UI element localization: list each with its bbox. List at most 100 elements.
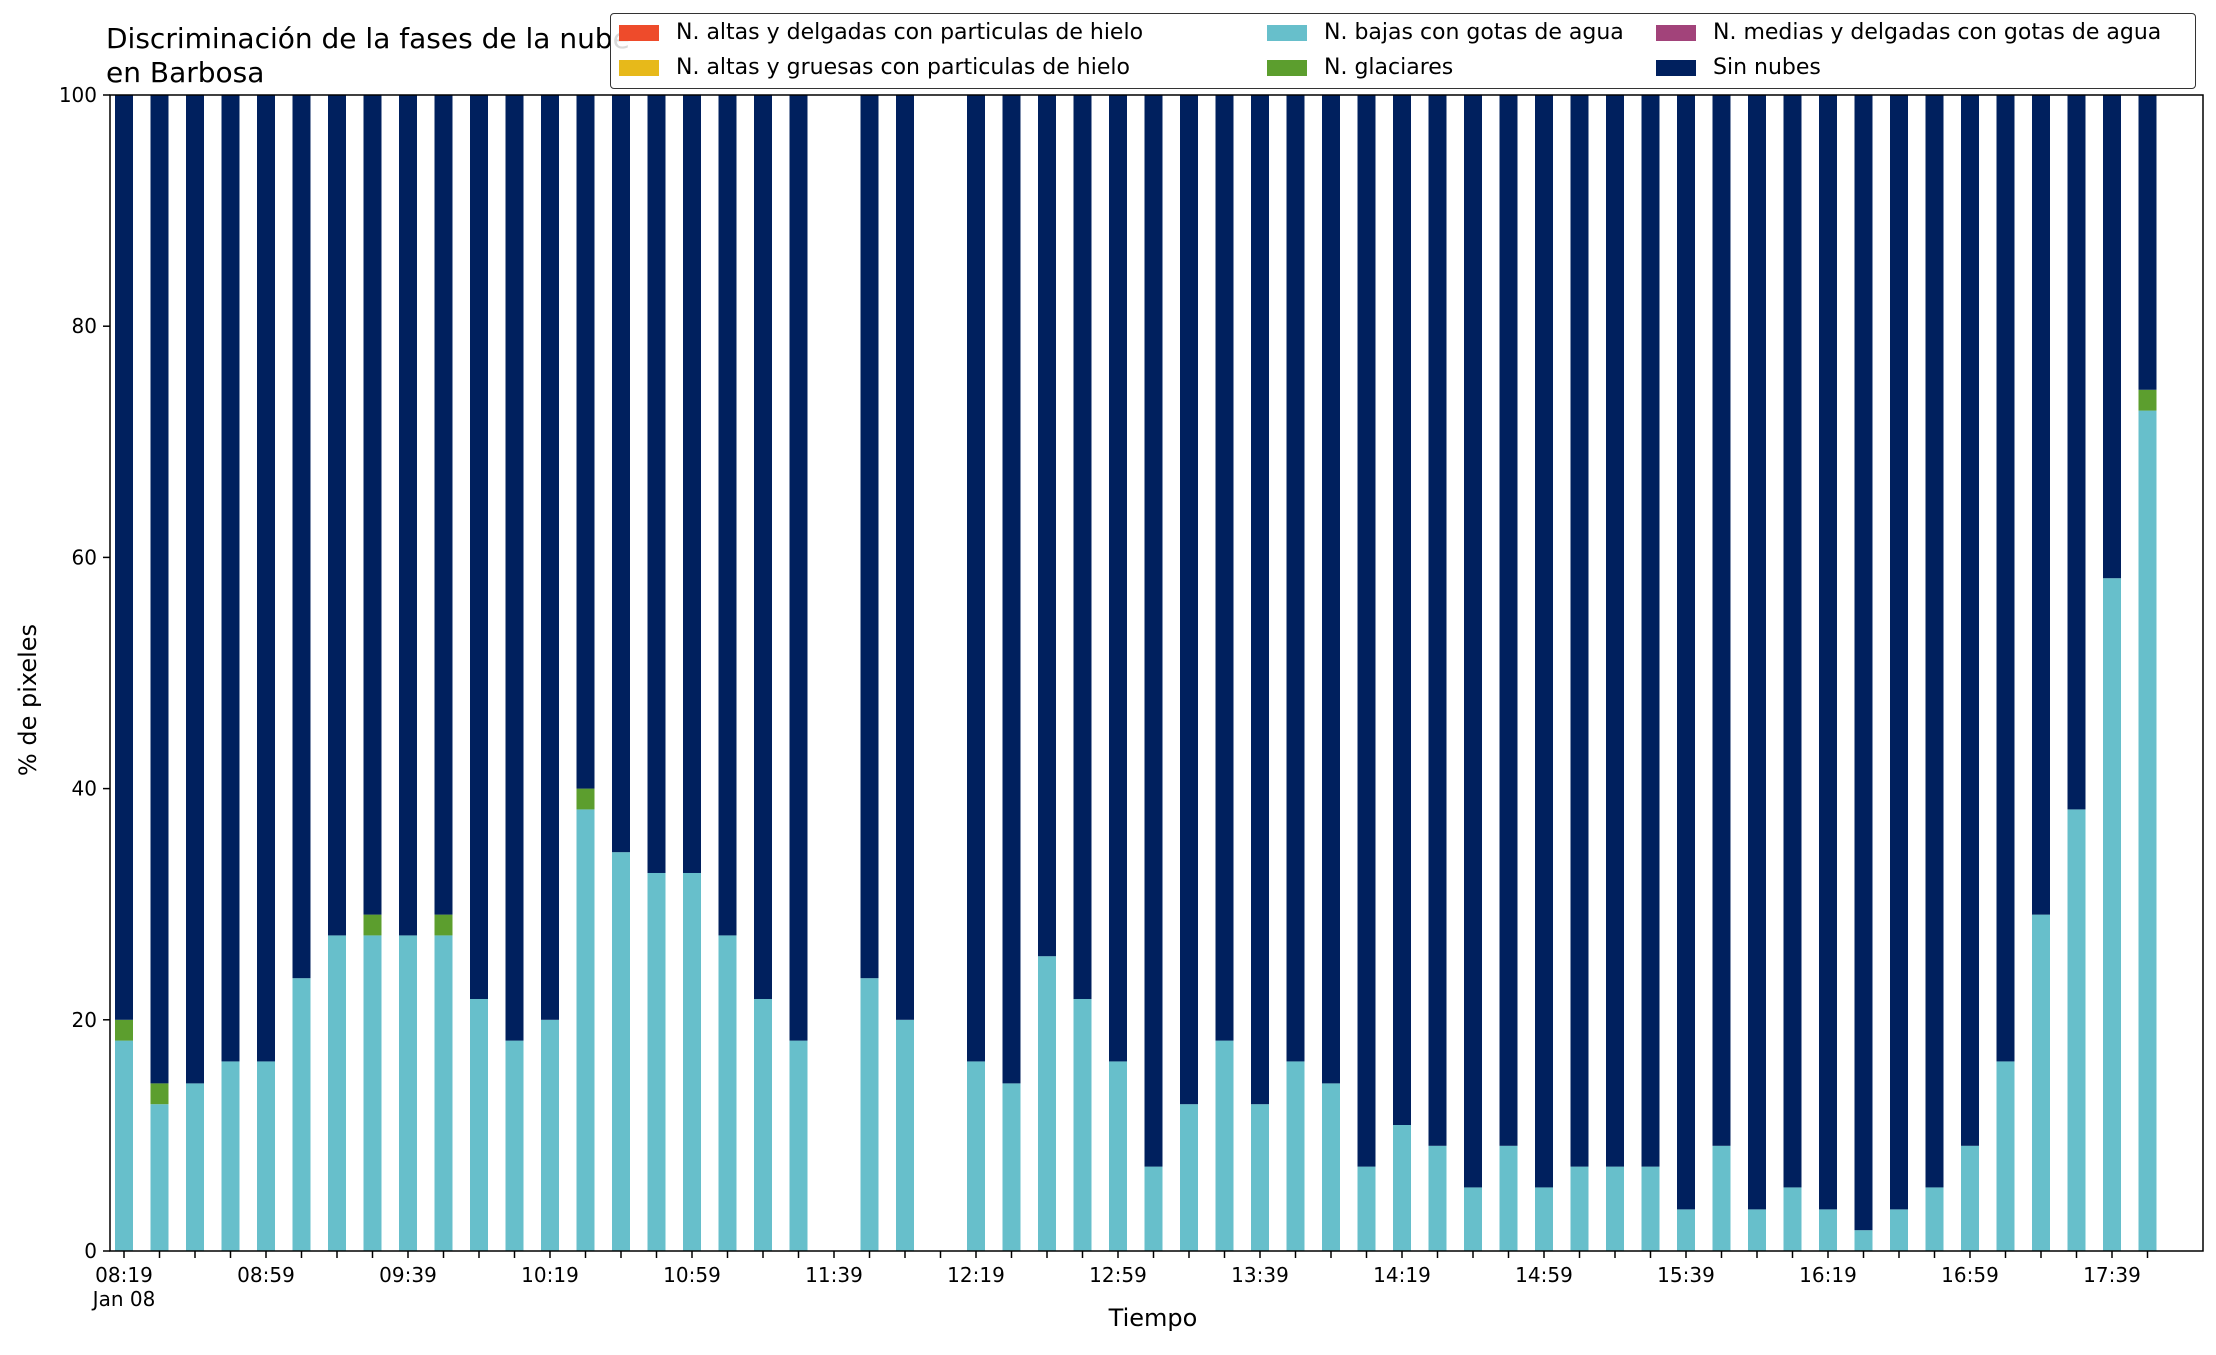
bar-segment-series-5 — [1712, 95, 1731, 1146]
legend-item-altas-delgadas: N. altas y delgadas con particulas de hi… — [619, 20, 1143, 45]
bar-segment-series-5 — [683, 95, 701, 873]
bar-segment-series-2 — [967, 1061, 985, 1251]
bar-segment-series-5 — [1677, 95, 1695, 1210]
x-tick-label: 08:59 — [237, 1263, 295, 1287]
bar-segment-series-5 — [505, 95, 524, 1041]
bar-segment-series-3 — [2138, 389, 2157, 411]
bar-segment-series-5 — [1606, 95, 1624, 1167]
bar-segment-series-5 — [328, 95, 346, 936]
x-tick-label: 08:19 — [95, 1263, 153, 1287]
legend-swatch — [1267, 24, 1307, 41]
bar-segment-series-2 — [1641, 1166, 1660, 1251]
bar-segment-series-2 — [1499, 1145, 1518, 1251]
x-tick-label: 10:59 — [663, 1263, 721, 1287]
bar-segment-series-2 — [1002, 1083, 1021, 1251]
bar-segment-series-5 — [967, 95, 985, 1062]
bar-segment-series-5 — [1073, 95, 1092, 999]
bar-segment-series-2 — [1144, 1166, 1163, 1251]
bar-segment-series-5 — [2138, 95, 2157, 390]
bar-segment-series-2 — [860, 978, 879, 1251]
bar-segment-series-5 — [1144, 95, 1163, 1167]
bar-segment-series-2 — [1286, 1061, 1305, 1251]
bar-segment-series-5 — [1854, 95, 1873, 1231]
bar-segment-series-2 — [1180, 1104, 1198, 1251]
bar-segment-series-5 — [1286, 95, 1305, 1062]
bar-segment-series-5 — [541, 95, 559, 1020]
legend-swatch — [1656, 59, 1696, 76]
y-tick-label: 0 — [84, 1239, 97, 1263]
bar-segment-series-5 — [1996, 95, 2015, 1062]
x-tick-label: 12:19 — [947, 1263, 1005, 1287]
bar-segment-series-2 — [1535, 1187, 1553, 1251]
x-tick-label: 17:39 — [2083, 1263, 2141, 1287]
bar-segment-series-2 — [754, 998, 772, 1251]
bar-segment-series-2 — [186, 1083, 204, 1251]
x-axis-label: Tiempo — [1108, 1304, 1198, 1332]
bar-segment-series-2 — [612, 852, 630, 1251]
bar-segment-series-2 — [1464, 1187, 1482, 1251]
legend-label: Sin nubes — [1713, 55, 1821, 80]
legend-item-medias: N. medias y delgadas con gotas de agua — [1656, 20, 2161, 45]
bar-segment-series-2 — [505, 1040, 524, 1251]
bar-segment-series-2 — [1712, 1145, 1731, 1251]
x-tick-label: 09:39 — [379, 1263, 437, 1287]
bar-segment-series-5 — [115, 95, 133, 1020]
bar-segment-series-2 — [470, 998, 488, 1251]
bar-segment-series-3 — [115, 1019, 133, 1041]
x-tick-label: 12:59 — [1089, 1263, 1147, 1287]
y-tick-label: 20 — [72, 1008, 97, 1032]
legend-label: N. glaciares — [1324, 55, 1454, 80]
bar-segment-series-5 — [221, 95, 240, 1062]
legend-label: N. altas y delgadas con particulas de hi… — [676, 20, 1144, 45]
y-tick-label: 100 — [59, 83, 97, 107]
bar-segment-series-2 — [647, 872, 666, 1251]
bar-segment-series-5 — [292, 95, 311, 979]
bar-segment-series-5 — [363, 95, 382, 915]
bar-segment-series-2 — [1322, 1083, 1340, 1251]
bar-segment-series-5 — [754, 95, 772, 999]
bar-segment-series-2 — [115, 1040, 133, 1251]
bar-segment-series-2 — [1925, 1187, 1944, 1251]
x-tick-label: 14:59 — [1515, 1263, 1573, 1287]
legend-label: N. medias y delgadas con gotas de agua — [1713, 20, 2162, 45]
bar-segment-series-2 — [434, 935, 453, 1251]
bar-segment-series-2 — [896, 1019, 914, 1251]
bar-segment-series-2 — [257, 1061, 275, 1251]
bar-segment-series-5 — [647, 95, 666, 873]
y-axis-label: % de pixeles — [14, 623, 42, 777]
bar-segment-series-2 — [1393, 1124, 1411, 1251]
bar-segment-series-2 — [363, 935, 382, 1251]
bar-segment-series-2 — [1357, 1166, 1376, 1251]
bar-segment-series-5 — [1464, 95, 1482, 1188]
legend-item-bajas: N. bajas con gotas de agua — [1267, 20, 1624, 45]
legend-swatch — [619, 59, 659, 76]
bar-segment-series-2 — [1677, 1209, 1695, 1251]
bar-segment-series-2 — [328, 935, 346, 1251]
bar-segment-series-5 — [1783, 95, 1802, 1188]
bar-segment-series-5 — [399, 95, 417, 936]
bar-segment-series-2 — [1251, 1104, 1269, 1251]
bar-segment-series-5 — [2103, 95, 2121, 579]
legend-swatch — [1656, 24, 1696, 41]
bar-segment-series-2 — [1854, 1230, 1873, 1251]
bar-segment-series-5 — [1393, 95, 1411, 1125]
bar-segment-series-2 — [1215, 1040, 1234, 1251]
plot-frame — [109, 94, 2204, 1252]
bar-segment-series-2 — [2138, 410, 2157, 1251]
bar-segment-series-2 — [541, 1019, 559, 1251]
bar-segment-series-3 — [363, 914, 382, 936]
bar-segment-series-5 — [1251, 95, 1269, 1105]
bar-segment-series-2 — [1606, 1166, 1624, 1251]
bar-segment-series-5 — [1357, 95, 1376, 1167]
bar-segment-series-5 — [896, 95, 914, 1020]
bar-segment-series-5 — [1925, 95, 1944, 1188]
bar-segment-series-5 — [1109, 95, 1127, 1062]
bar-segment-series-2 — [1073, 998, 1092, 1251]
bar-segment-series-2 — [683, 872, 701, 1251]
bar-segment-series-5 — [718, 95, 737, 936]
bar-segment-series-5 — [1322, 95, 1340, 1084]
bar-segment-series-5 — [860, 95, 879, 979]
bar-segment-series-2 — [1428, 1145, 1447, 1251]
bar-segment-series-2 — [1996, 1061, 2015, 1251]
